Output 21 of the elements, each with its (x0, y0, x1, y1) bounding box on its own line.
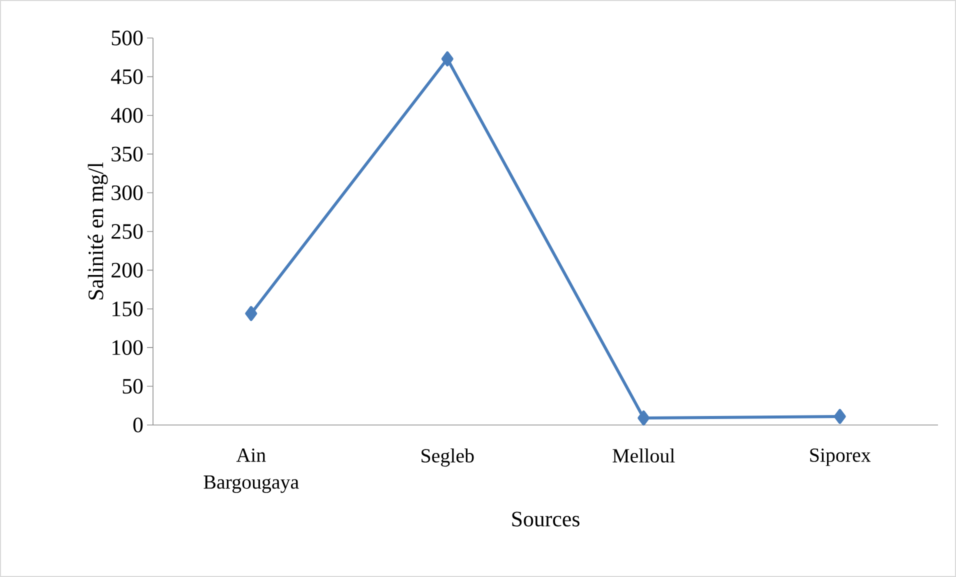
y-tick-label: 50 (122, 378, 143, 394)
x-tick-label: Segleb (422, 448, 474, 467)
y-tick-label: 0 (133, 418, 143, 432)
y-tick-label: 300 (112, 185, 143, 200)
y-tick-label: 450 (111, 69, 143, 84)
y-tick-label: 400 (111, 108, 143, 123)
y-tick-label: 100 (112, 340, 143, 355)
point (441, 51, 454, 66)
point (245, 306, 258, 322)
y-tick-label: 200 (112, 262, 143, 278)
point (638, 410, 650, 426)
x-tick-label: Melloul (612, 448, 675, 463)
y-tick-label: 250 (112, 224, 143, 239)
x-tick-label: Ain Bargougaya (204, 448, 299, 493)
y-axis-title: Salinité en mg/l (88, 162, 108, 300)
point (834, 408, 846, 424)
y-tick-label: 150 (112, 301, 143, 316)
y-tick-label: 500 (112, 30, 143, 46)
y-tick-label: 350 (112, 146, 143, 162)
x-axis-title: Sources (512, 512, 580, 526)
x-tick-label: Siporex (810, 448, 871, 466)
